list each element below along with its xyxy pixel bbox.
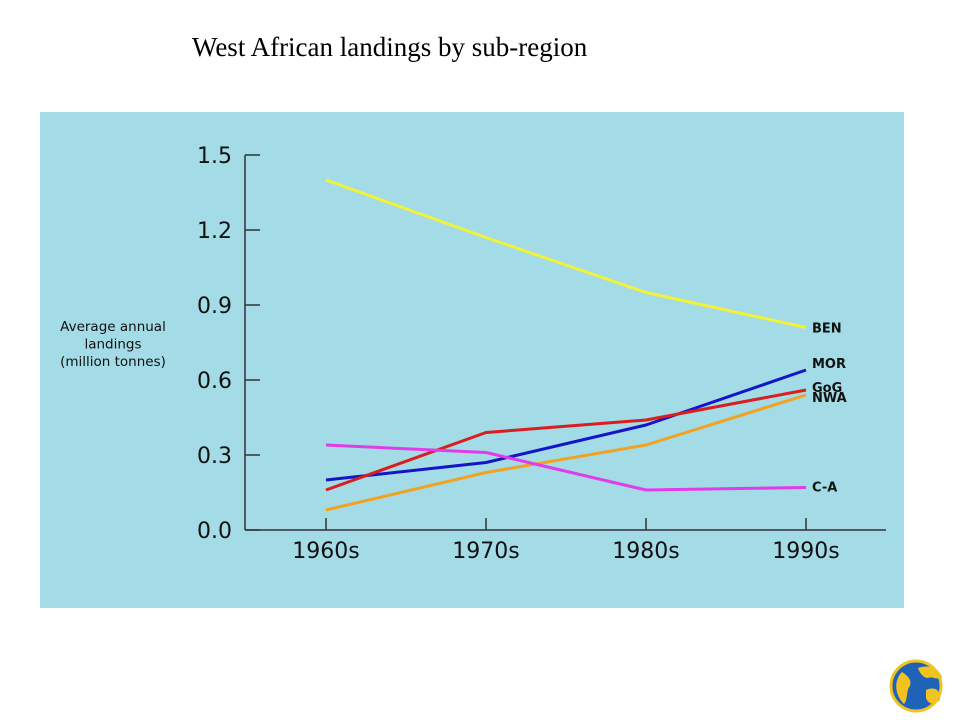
series-lines [325,178,807,512]
x-tick-label: 1990s [772,539,839,564]
y-axis-label-line: (million tonnes) [60,354,166,370]
chart-panel [40,112,904,608]
x-ticks: 1960s 1970s 1980s 1990s [292,518,840,564]
x-tick-label: 1970s [452,539,519,564]
series-line-gog [325,388,807,492]
y-tick-label: 1.5 [197,144,232,169]
y-tick-label: 0.6 [197,369,232,394]
series-label-mor: MOR [812,357,846,372]
series-label-gog: GoG [812,381,842,396]
y-tick-label: 0.9 [197,294,232,319]
x-tick-label: 1960s [292,539,359,564]
y-axis-label-line: landings [84,337,141,353]
y-ticks: 0.0 0.3 0.6 0.9 1.2 1.5 [197,144,260,544]
globe-logo-icon [889,659,943,713]
y-axis-label-line: Average annual [60,319,166,335]
y-tick-label: 0.0 [197,519,232,544]
y-axis-label: Average annual landings (million tonnes) [60,319,166,370]
x-tick-label: 1980s [612,539,679,564]
series-line-ben [325,178,807,329]
series-label-ben: BEN [812,322,842,337]
y-tick-label: 1.2 [197,219,232,244]
page-title: West African landings by sub-region [192,32,588,62]
series-label-c-a: C-A [812,481,837,496]
y-tick-label: 0.3 [197,444,232,469]
series-line-mor [325,368,807,482]
series-label-nwa: NWA [812,391,847,406]
series-line-c-a [325,443,807,492]
series-line-nwa [325,393,807,512]
